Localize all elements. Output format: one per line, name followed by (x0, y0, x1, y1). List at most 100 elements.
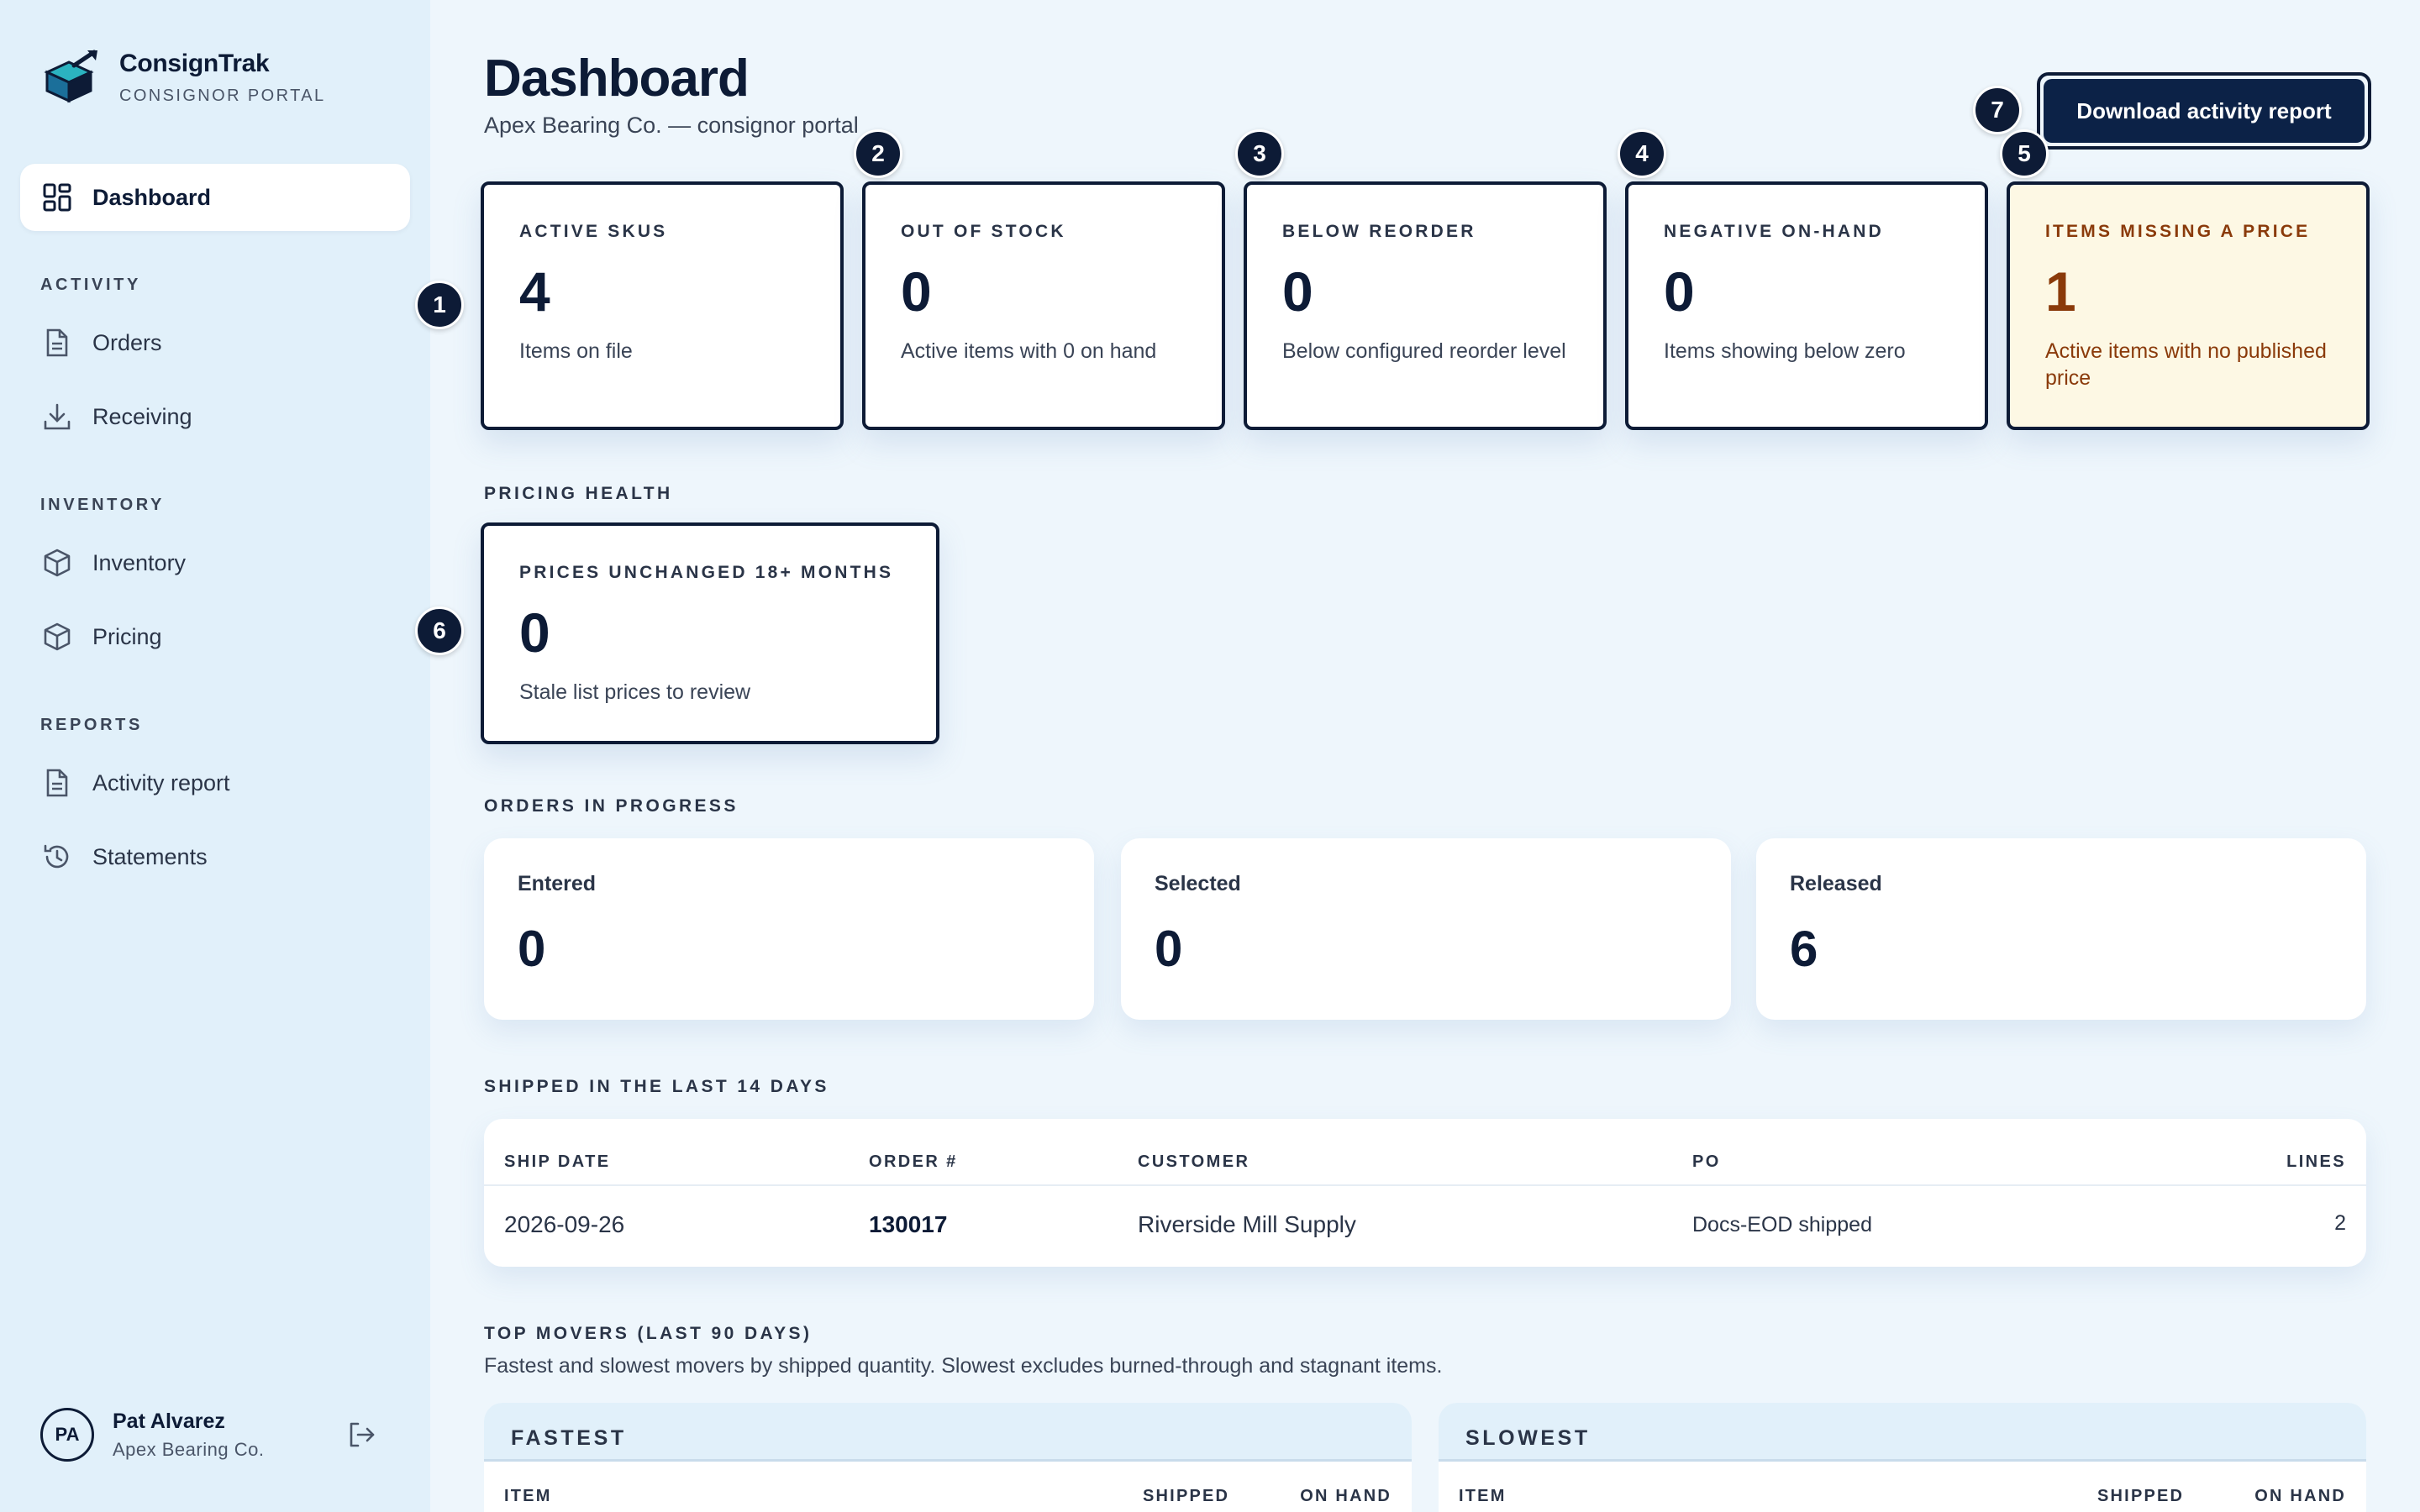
nav-section-activity: ACTIVITY (40, 276, 141, 294)
document-icon (40, 766, 74, 800)
column-header-po[interactable]: PO (1692, 1152, 1721, 1171)
stat-desc: Below configured reorder level (1282, 339, 1566, 363)
document-icon (40, 326, 74, 360)
cell-lines: 2 (2334, 1211, 2346, 1235)
sidebar-item-orders[interactable]: Orders (20, 309, 410, 376)
step-badge-3: 3 (1235, 129, 1284, 178)
sidebar-item-dashboard[interactable]: Dashboard (20, 164, 410, 231)
order-card-entered[interactable]: Entered 0 (484, 838, 1094, 1020)
column-header-item[interactable]: ITEM (504, 1487, 552, 1505)
column-header-on-hand[interactable]: ON HAND (1300, 1487, 1392, 1505)
column-header-order[interactable]: ORDER # (869, 1152, 958, 1171)
stat-card-items-missing-price[interactable]: ITEMS MISSING A PRICE 1 Active items wit… (2007, 181, 2370, 430)
column-header-customer[interactable]: CUSTOMER (1138, 1152, 1250, 1171)
order-label: Selected (1155, 872, 1241, 895)
order-card-selected[interactable]: Selected 0 (1121, 838, 1731, 1020)
column-header-item[interactable]: ITEM (1459, 1487, 1507, 1505)
cell-ship-date: 2026-09-26 (504, 1211, 625, 1237)
brand-name: ConsignTrak (119, 49, 270, 77)
sidebar-item-receiving[interactable]: Receiving (20, 383, 410, 450)
sidebar-item-activity-report[interactable]: Activity report (20, 749, 410, 816)
order-label: Entered (518, 872, 597, 895)
stat-desc: Items on file (519, 339, 633, 363)
column-header-shipped[interactable]: SHIPPED (1143, 1487, 1230, 1505)
sidebar: ConsignTrak CONSIGNOR PORTAL Dashboard A… (0, 0, 430, 1512)
cell-order-link[interactable]: 130017 (869, 1211, 948, 1237)
section-top-movers: TOP MOVERS (LAST 90 DAYS) (484, 1324, 813, 1343)
download-button-label: Download activity report (2044, 79, 2365, 143)
box-icon (40, 620, 74, 654)
stat-card-below-reorder[interactable]: BELOW REORDER 0 Below configured reorder… (1244, 181, 1607, 430)
brand[interactable]: ConsignTrak CONSIGNOR PORTAL (40, 47, 325, 108)
step-badge-6: 6 (415, 606, 464, 655)
slowest-title: SLOWEST (1439, 1403, 2366, 1462)
section-orders-in-progress: ORDERS IN PROGRESS (484, 796, 739, 816)
step-badge-7: 7 (1973, 86, 2022, 134)
fastest-title: FASTEST (484, 1403, 1412, 1462)
sidebar-item-label: Pricing (92, 623, 162, 649)
stat-label: OUT OF STOCK (901, 222, 1066, 241)
logout-icon[interactable] (346, 1420, 376, 1450)
stat-label: NEGATIVE ON-HAND (1664, 222, 1884, 241)
sidebar-item-label: Statements (92, 843, 208, 869)
step-badge-5: 5 (2000, 129, 2049, 178)
table-divider (484, 1184, 2366, 1186)
user-org: Apex Bearing Co. (113, 1438, 265, 1460)
step-badge-1: 1 (415, 281, 464, 329)
sidebar-item-inventory[interactable]: Inventory (20, 529, 410, 596)
download-activity-report-button[interactable]: Download activity report (2037, 72, 2371, 150)
stat-value: 0 (519, 601, 550, 664)
order-value: 6 (1790, 921, 1818, 977)
consigntrak-logo-icon (44, 50, 97, 103)
column-header-shipped[interactable]: SHIPPED (2097, 1487, 2185, 1505)
nav-section-reports: REPORTS (40, 716, 143, 734)
dashboard-grid-icon (40, 181, 74, 214)
stat-value: 0 (1664, 260, 1695, 323)
column-header-ship-date[interactable]: SHIP DATE (504, 1152, 611, 1171)
user-profile[interactable]: PA Pat Alvarez Apex Bearing Co. (40, 1408, 385, 1462)
brand-subtitle: CONSIGNOR PORTAL (119, 86, 326, 105)
stat-card-active-skus[interactable]: ACTIVE SKUS 4 Items on file (481, 181, 844, 430)
cell-po: Docs-EOD shipped (1692, 1213, 1872, 1236)
section-pricing-health: PRICING HEALTH (484, 484, 673, 503)
box-icon (40, 546, 74, 580)
stat-card-negative-on-hand[interactable]: NEGATIVE ON-HAND 0 Items showing below z… (1625, 181, 1988, 430)
stat-value: 0 (1282, 260, 1313, 323)
sidebar-item-pricing[interactable]: Pricing (20, 603, 410, 670)
page-subtitle: Apex Bearing Co. — consignor portal (484, 113, 859, 138)
shipped-table: SHIP DATE ORDER # CUSTOMER PO LINES 2026… (484, 1119, 2366, 1267)
sidebar-item-label: Activity report (92, 769, 230, 795)
stat-label: PRICES UNCHANGED 18+ MONTHS (519, 563, 894, 582)
page-title: Dashboard (484, 50, 750, 108)
nav-section-inventory: INVENTORY (40, 496, 165, 514)
stat-label: ACTIVE SKUS (519, 222, 668, 241)
stat-card-out-of-stock[interactable]: OUT OF STOCK 0 Active items with 0 on ha… (862, 181, 1225, 430)
sidebar-item-label: Dashboard (92, 184, 212, 210)
avatar: PA (40, 1408, 94, 1462)
stat-value: 0 (901, 260, 932, 323)
stat-value: 4 (519, 260, 550, 323)
column-header-on-hand[interactable]: ON HAND (2254, 1487, 2346, 1505)
user-name: Pat Alvarez (113, 1409, 225, 1433)
sidebar-item-label: Receiving (92, 403, 192, 429)
stat-card-prices-unchanged[interactable]: PRICES UNCHANGED 18+ MONTHS 0 Stale list… (481, 522, 939, 744)
slowest-movers-panel: SLOWEST ITEM SHIPPED ON HAND (1439, 1403, 2366, 1512)
section-shipped: SHIPPED IN THE LAST 14 DAYS (484, 1077, 829, 1096)
stat-desc: Stale list prices to review (519, 680, 751, 704)
stat-desc: Items showing below zero (1664, 339, 1906, 363)
download-tray-icon (40, 400, 74, 433)
stat-label: ITEMS MISSING A PRICE (2045, 222, 2311, 241)
step-badge-2: 2 (854, 129, 902, 178)
cell-customer: Riverside Mill Supply (1138, 1211, 1356, 1237)
column-header-lines[interactable]: LINES (2286, 1152, 2346, 1171)
sidebar-item-statements[interactable]: Statements (20, 823, 410, 890)
order-value: 0 (518, 921, 546, 977)
stat-desc: Active items with 0 on hand (901, 339, 1157, 363)
step-badge-4: 4 (1618, 129, 1666, 178)
order-card-released[interactable]: Released 6 (1756, 838, 2366, 1020)
sidebar-item-label: Orders (92, 329, 162, 355)
order-label: Released (1790, 872, 1882, 895)
sidebar-item-label: Inventory (92, 549, 187, 575)
stat-label: BELOW REORDER (1282, 222, 1476, 241)
stat-desc: Active items with no published price (2045, 339, 2327, 390)
